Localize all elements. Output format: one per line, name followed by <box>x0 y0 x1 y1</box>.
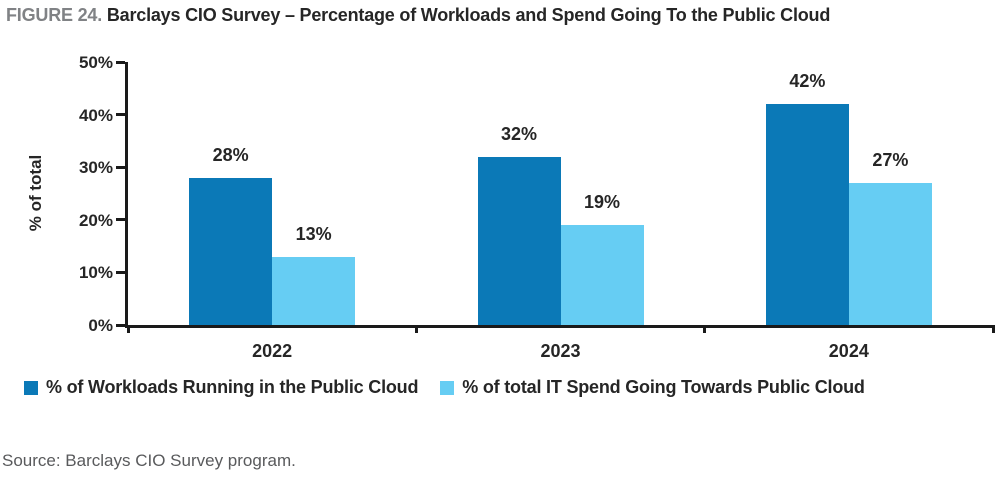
legend: % of Workloads Running in the Public Clo… <box>24 377 990 398</box>
y-axis-tick <box>116 60 125 64</box>
bar-2022-series-0 <box>189 177 273 325</box>
y-axis-tick-label: 0% <box>88 316 113 335</box>
source-note: Source: Barclays CIO Survey program. <box>2 451 296 470</box>
y-axis-tick-label: 10% <box>78 263 113 283</box>
bar-value-label: 32% <box>500 123 538 144</box>
bar-2022-series-1 <box>272 256 356 325</box>
legend-label-it-spend: % of total IT Spend Going Towards Public… <box>462 377 865 397</box>
y-axis-label: % of total <box>26 154 45 232</box>
x-axis-tick <box>703 325 707 333</box>
x-category-label: 2023 <box>540 341 581 361</box>
plot-area: 0% 10% 20% 30% 40% 50% 28% 13% 2022 32% 19% 2023 42%… <box>79 54 995 361</box>
x-axis-tick <box>991 325 995 333</box>
legend-swatch-workloads <box>24 380 38 395</box>
x-axis-tick <box>414 325 418 333</box>
bar-2023-series-1 <box>560 225 644 325</box>
y-axis-tick-label: 40% <box>78 105 113 125</box>
legend-item-it-spend: % of total IT Spend Going Towards Public… <box>440 377 865 398</box>
y-axis-tick <box>116 113 125 117</box>
x-category-label: 2022 <box>252 341 293 361</box>
figure-number-label: FIGURE 24. <box>6 5 103 25</box>
bar-2023-series-0 <box>477 156 561 325</box>
legend-swatch-it-spend <box>440 380 455 395</box>
x-category-label: 2024 <box>828 341 869 361</box>
x-axis-tick <box>126 325 130 333</box>
chart-title-text: Barclays CIO Survey – Percentage of Work… <box>106 5 831 25</box>
bar-2024-series-1 <box>848 182 932 325</box>
bar-2024-series-0 <box>765 104 849 325</box>
y-axis-tick <box>116 270 125 274</box>
bar-value-label: 28% <box>212 144 249 165</box>
bar-value-label: 42% <box>789 71 826 92</box>
y-axis-tick <box>116 323 125 327</box>
bar-value-label: 19% <box>583 192 621 213</box>
y-axis-tick <box>116 165 125 169</box>
figure-title: FIGURE 24. Barclays CIO Survey – Percent… <box>6 5 830 26</box>
y-axis-tick-label: 30% <box>78 158 113 178</box>
y-axis-tick-label: 50% <box>78 53 113 72</box>
bar-value-label: 13% <box>295 223 332 244</box>
y-axis-tick-label: 20% <box>78 210 113 230</box>
legend-label-workloads: % of Workloads Running in the Public Clo… <box>46 377 419 397</box>
y-axis-tick <box>116 218 125 222</box>
legend-item-workloads: % of Workloads Running in the Public Clo… <box>24 377 418 398</box>
bar-value-label: 27% <box>872 149 909 170</box>
